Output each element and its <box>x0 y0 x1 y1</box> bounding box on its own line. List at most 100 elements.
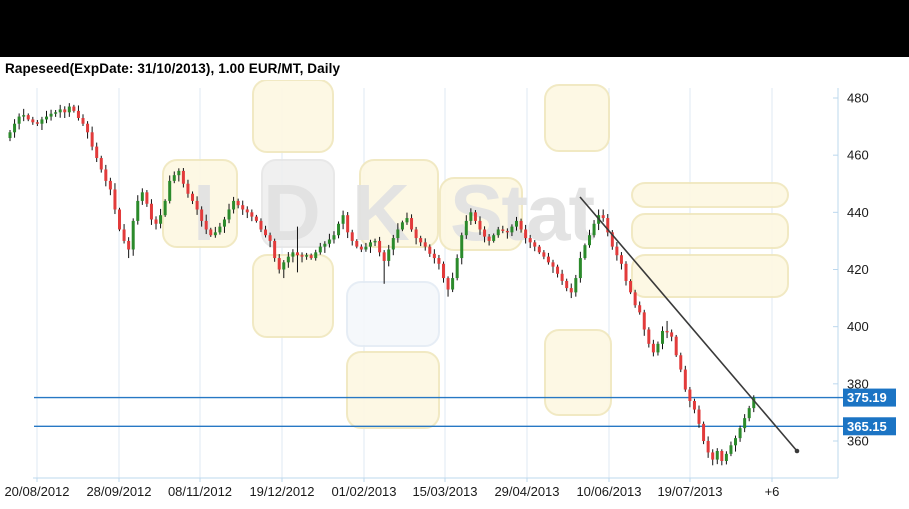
candle-body <box>378 240 382 253</box>
candle-body <box>67 106 71 113</box>
candle-body <box>191 193 195 201</box>
candle-body <box>291 252 295 257</box>
y-axis-label: 360 <box>847 433 869 448</box>
candle-body <box>136 200 140 221</box>
y-axis-label: 440 <box>847 205 869 220</box>
candle-body <box>31 119 35 123</box>
candle-body <box>108 180 112 190</box>
candle-body <box>346 215 350 233</box>
x-axis-label: +6 <box>765 484 780 499</box>
candle-body <box>382 252 386 261</box>
candle-body <box>236 200 240 206</box>
candle-body <box>478 220 482 230</box>
candle-body <box>213 232 217 236</box>
candle-body <box>464 220 468 236</box>
candle-body <box>574 278 578 293</box>
candle-body <box>113 189 117 210</box>
chart-title: Rapeseed(ExpDate: 31/10/2013), 1.00 EUR/… <box>5 61 341 76</box>
candle-body <box>624 263 628 281</box>
candle-body <box>368 242 372 247</box>
candle-body <box>391 238 395 250</box>
candle-body <box>455 258 459 279</box>
candle-body <box>665 330 669 333</box>
candle-body <box>305 255 309 257</box>
candle-body <box>423 242 427 247</box>
candle-body <box>588 235 592 246</box>
candle-body <box>295 252 299 256</box>
candle-body <box>35 122 39 124</box>
candle-body <box>282 262 286 270</box>
candle-body <box>323 243 327 247</box>
candle-body <box>222 219 226 227</box>
price-badge-label: 365.15 <box>847 419 887 434</box>
candle-body <box>729 445 733 454</box>
candle-body <box>551 262 555 267</box>
candle-body <box>232 200 236 210</box>
candle-body <box>26 115 30 120</box>
candle-body <box>209 229 213 236</box>
trendline[interactable] <box>579 196 798 452</box>
candle-body <box>396 229 400 239</box>
candle-body <box>437 258 441 264</box>
candle-body <box>469 212 473 221</box>
x-axis-label: 01/02/2013 <box>331 484 396 499</box>
candle-body <box>528 238 532 243</box>
candle-body <box>747 408 751 419</box>
candle-body <box>104 169 108 181</box>
candle-body <box>364 246 368 250</box>
candle-body <box>58 109 62 113</box>
candle-body <box>633 292 637 306</box>
candle-body <box>149 203 153 220</box>
candle-body <box>95 146 99 159</box>
candle-body <box>200 209 204 221</box>
price-badge-label: 375.19 <box>847 390 887 405</box>
watermark-square <box>359 159 439 248</box>
candle-body <box>720 451 724 462</box>
trendline-endpoint[interactable] <box>794 448 800 454</box>
candle-body <box>711 452 715 460</box>
candle-body <box>250 212 254 217</box>
watermark-letter: K <box>352 168 410 257</box>
candle-body <box>419 238 423 243</box>
candle-body <box>592 223 596 236</box>
watermark-square <box>544 329 612 416</box>
candle-body <box>122 229 126 241</box>
watermark-square <box>346 281 440 347</box>
candle-body <box>131 220 135 250</box>
candle-body <box>49 113 53 117</box>
price-badge[interactable] <box>843 388 896 407</box>
candle-body <box>140 192 144 201</box>
candle-body <box>277 258 281 270</box>
candle-body <box>127 240 131 250</box>
candle-body <box>565 280 569 289</box>
x-axis-label: 08/11/2012 <box>168 484 232 499</box>
candle-body <box>560 273 564 281</box>
candle-body <box>702 423 706 441</box>
candle-body <box>483 229 487 237</box>
candle-body <box>168 180 172 201</box>
x-axis-label: 15/03/2013 <box>412 484 477 499</box>
candle-body <box>259 220 263 230</box>
x-axis-label: 29/04/2013 <box>494 484 559 499</box>
x-axis-label: 19/07/2013 <box>657 484 722 499</box>
price-badge[interactable] <box>843 417 896 436</box>
candle-body <box>355 240 359 247</box>
candle-body <box>204 220 208 230</box>
candle-body <box>163 200 167 216</box>
candle-body <box>505 230 509 233</box>
candle-body <box>610 232 614 247</box>
candle-body <box>519 220 523 230</box>
candle-body <box>674 336 678 356</box>
candle-body <box>601 215 605 219</box>
candle-body <box>738 428 742 439</box>
watermark-pill <box>631 254 789 298</box>
candle-body <box>670 332 674 337</box>
candle-body <box>373 240 377 243</box>
candle-body <box>8 132 12 139</box>
candle-body <box>724 453 728 462</box>
candle-body <box>341 215 345 224</box>
candle-body <box>13 123 17 133</box>
candle-body <box>514 220 518 227</box>
candle-body <box>300 255 304 257</box>
candle-body <box>405 218 409 223</box>
